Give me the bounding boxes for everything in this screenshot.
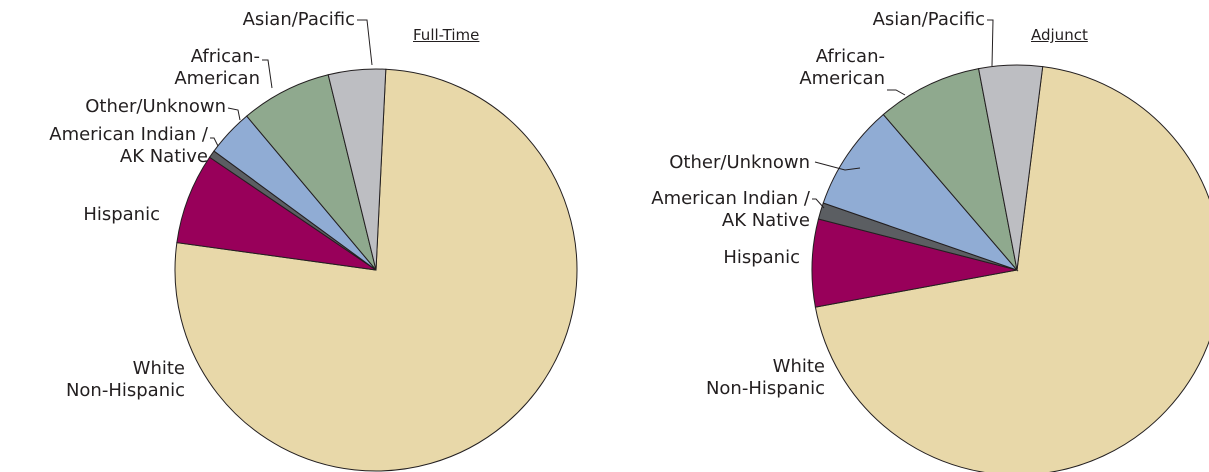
chart-title: Adjunct: [1031, 26, 1088, 44]
leader-line: [227, 107, 241, 121]
slice-label: Asian/Pacific: [872, 9, 985, 30]
pie-slice: [978, 64, 1044, 271]
leader-line: [357, 19, 373, 66]
leader-line: [812, 198, 825, 209]
slice-label: White Non-Hispanic: [65, 358, 185, 401]
pie-slice: [814, 66, 1209, 472]
slice-label: African- American: [799, 46, 885, 89]
slice-label: White Non-Hispanic: [705, 356, 825, 399]
leader-line: [814, 161, 861, 171]
slice-label: Hispanic: [723, 247, 800, 268]
leader-line: [987, 19, 994, 67]
slice-label: American Indian / AK Native: [49, 124, 208, 167]
slice-label: Asian/Pacific: [242, 9, 355, 30]
pie-slice: [327, 68, 387, 271]
pie-slice: [822, 113, 1019, 272]
slice-label: Other/Unknown: [669, 152, 810, 173]
slice-label: American Indian / AK Native: [651, 188, 810, 231]
leader-line: [262, 59, 273, 89]
pie-slice: [882, 68, 1018, 272]
leader-line: [887, 89, 906, 96]
slice-label: Other/Unknown: [85, 96, 226, 117]
chart-title: Full-Time: [413, 26, 480, 44]
slice-label: Hispanic: [83, 204, 160, 225]
slice-label: African- American: [174, 46, 260, 89]
